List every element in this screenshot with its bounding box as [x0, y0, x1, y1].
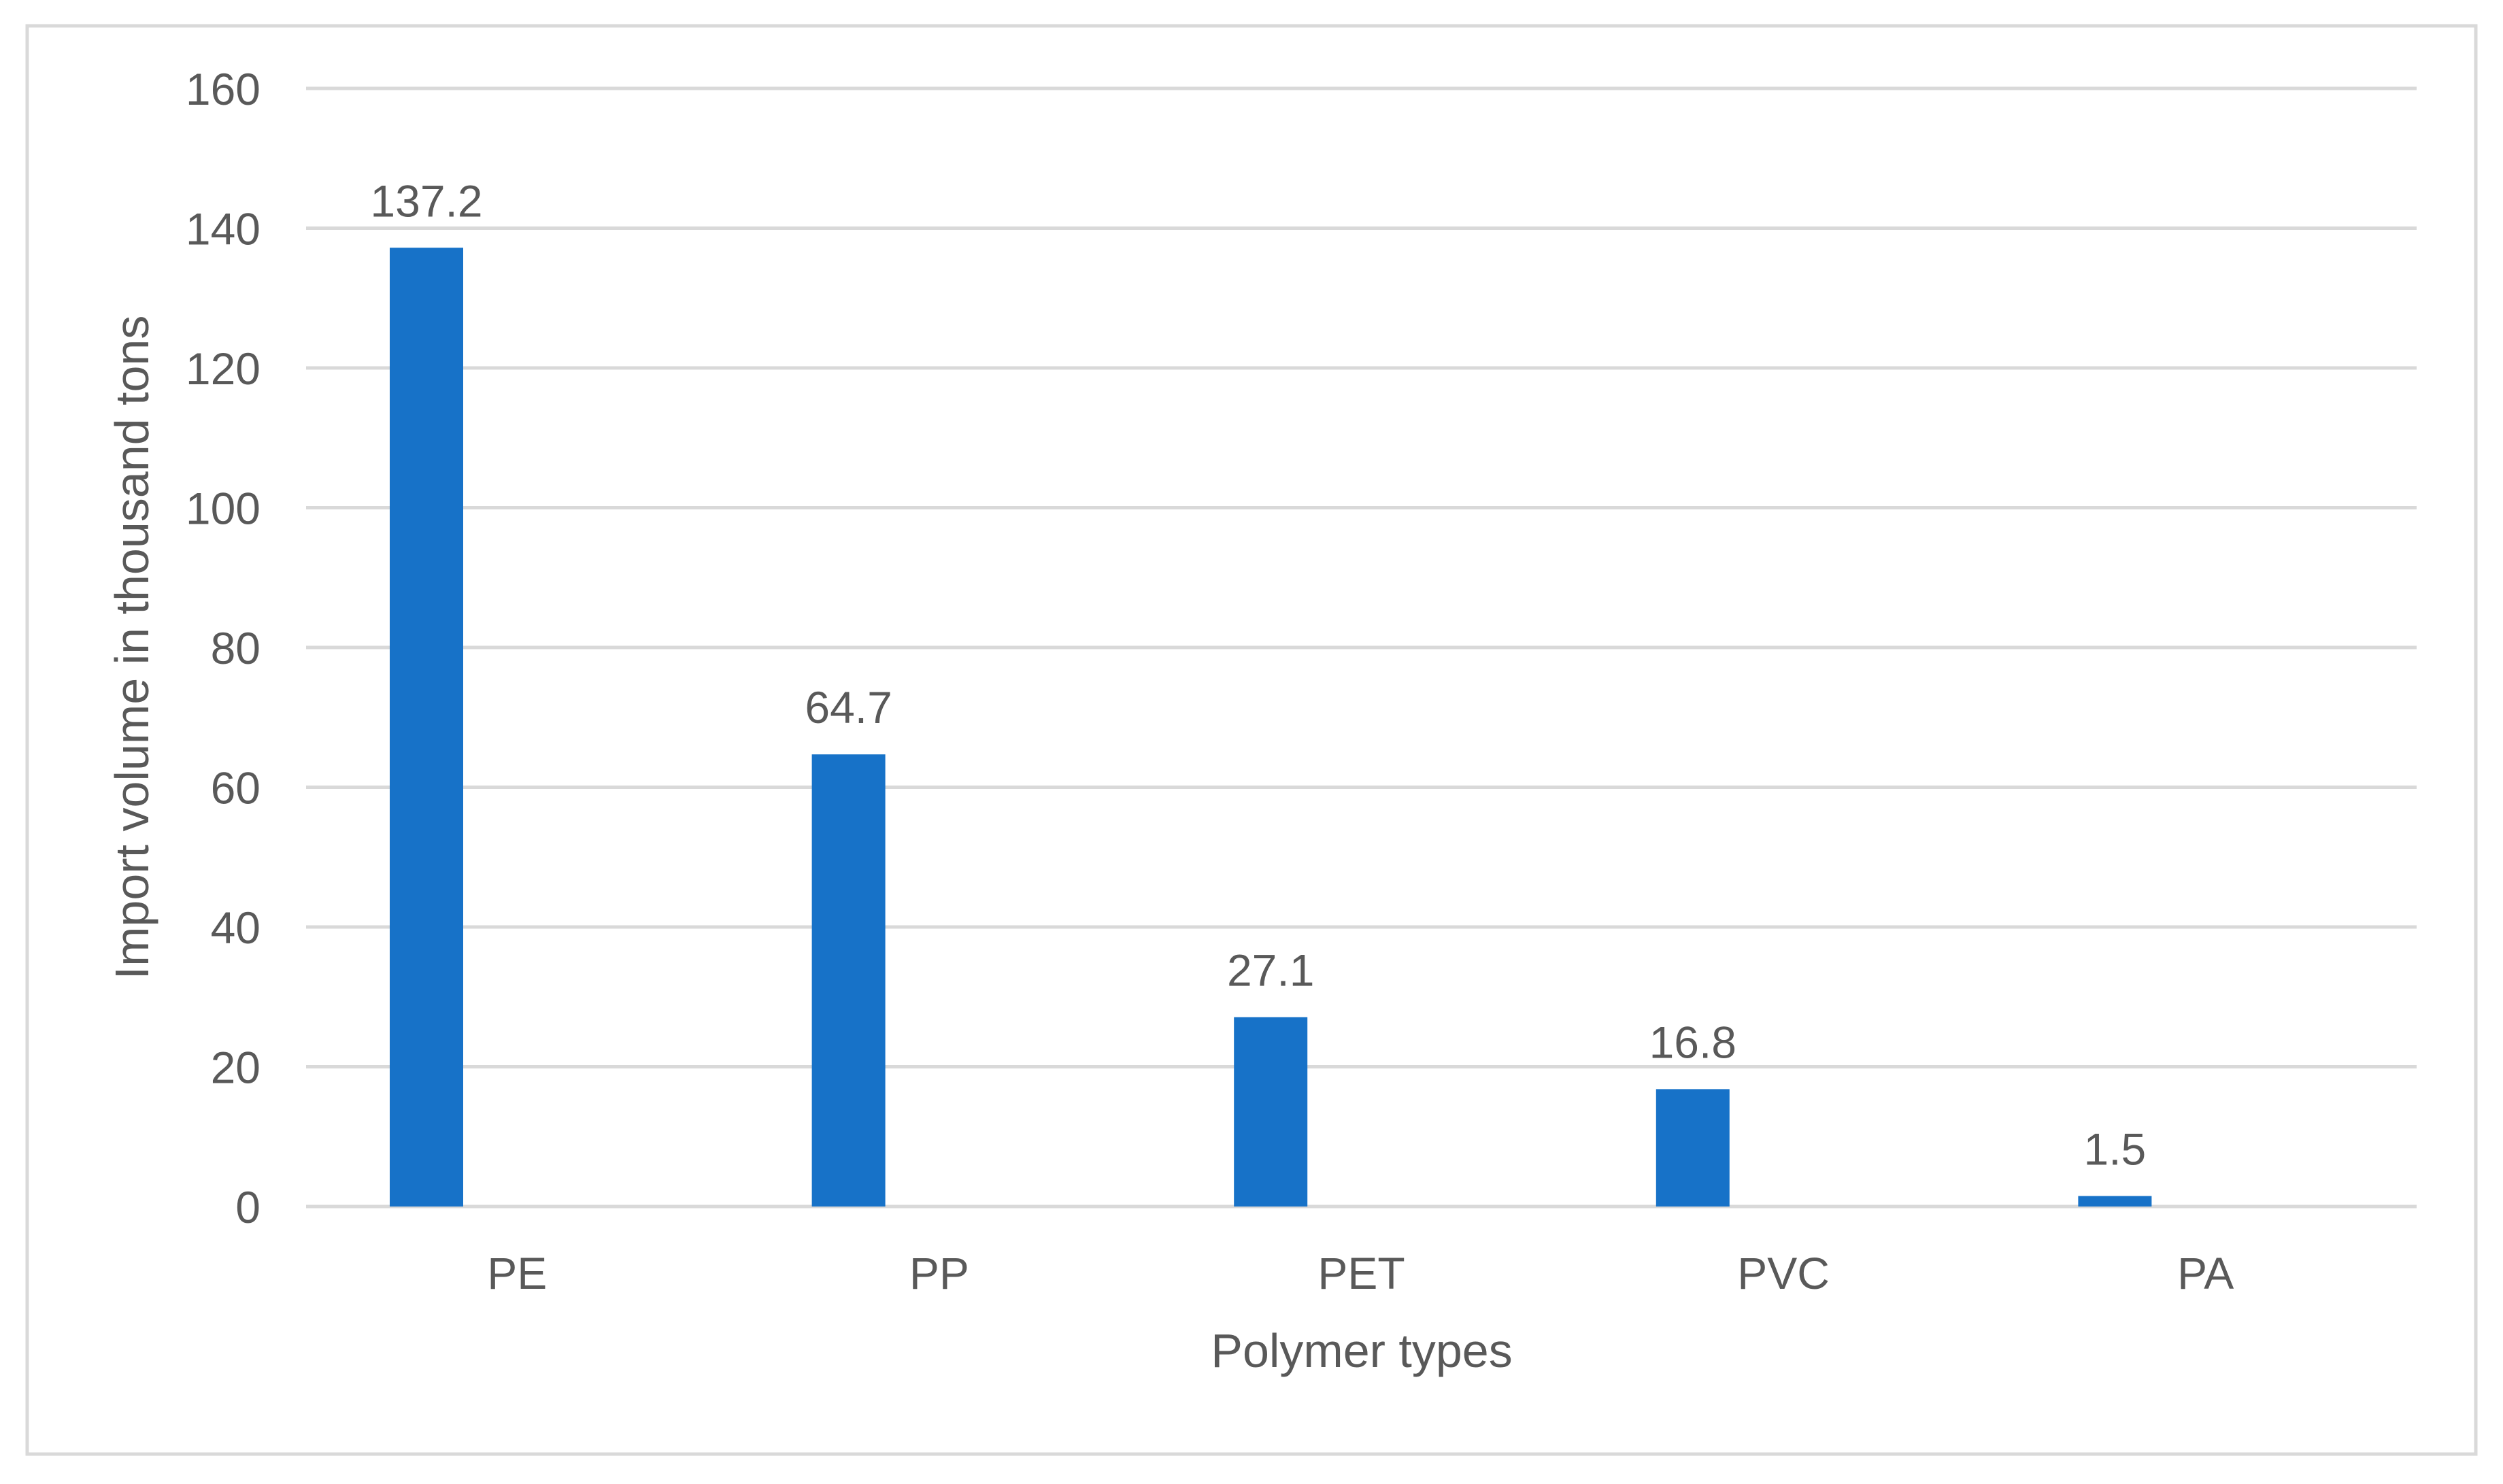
y-tick-label: 100 — [186, 484, 261, 534]
y-tick-label: 120 — [186, 343, 261, 394]
y-tick-label: 140 — [186, 204, 261, 254]
bar-pet — [1234, 1017, 1308, 1207]
gridlines — [306, 86, 2417, 1209]
data-label-pp: 64.7 — [805, 682, 892, 732]
x-tick-label: PET — [1317, 1248, 1405, 1298]
bars — [390, 248, 2152, 1207]
bar-pa — [2078, 1196, 2152, 1207]
y-tick-label: 80 — [211, 623, 261, 673]
data-label-pa: 1.5 — [2084, 1124, 2147, 1175]
bar-pvc — [1656, 1089, 1730, 1207]
y-tick-label: 160 — [186, 64, 261, 114]
y-tick-label: 20 — [211, 1043, 261, 1093]
data-labels: 137.2 64.7 27.1 16.8 1.5 — [370, 175, 2146, 1174]
y-tick-label: 0 — [235, 1182, 261, 1232]
bar-pp — [811, 754, 886, 1207]
y-axis-ticks: 0 20 40 60 80 100 120 140 160 — [186, 64, 261, 1232]
x-axis-ticks: PE PP PET PVC PA — [487, 1248, 2234, 1298]
x-tick-label: PVC — [1737, 1248, 1830, 1298]
y-tick-label: 40 — [211, 903, 261, 953]
y-axis-title: Import volume in thousand tons — [105, 316, 158, 980]
data-label-pet: 27.1 — [1227, 945, 1314, 996]
data-label-pvc: 16.8 — [1649, 1017, 1736, 1067]
x-tick-label: PP — [909, 1248, 969, 1298]
x-tick-label: PA — [2177, 1248, 2234, 1298]
data-label-pe: 137.2 — [370, 175, 482, 226]
bar-pe — [390, 248, 463, 1207]
x-axis-title: Polymer types — [1211, 1324, 1512, 1377]
y-tick-label: 60 — [211, 763, 261, 813]
x-tick-label: PE — [487, 1248, 547, 1298]
